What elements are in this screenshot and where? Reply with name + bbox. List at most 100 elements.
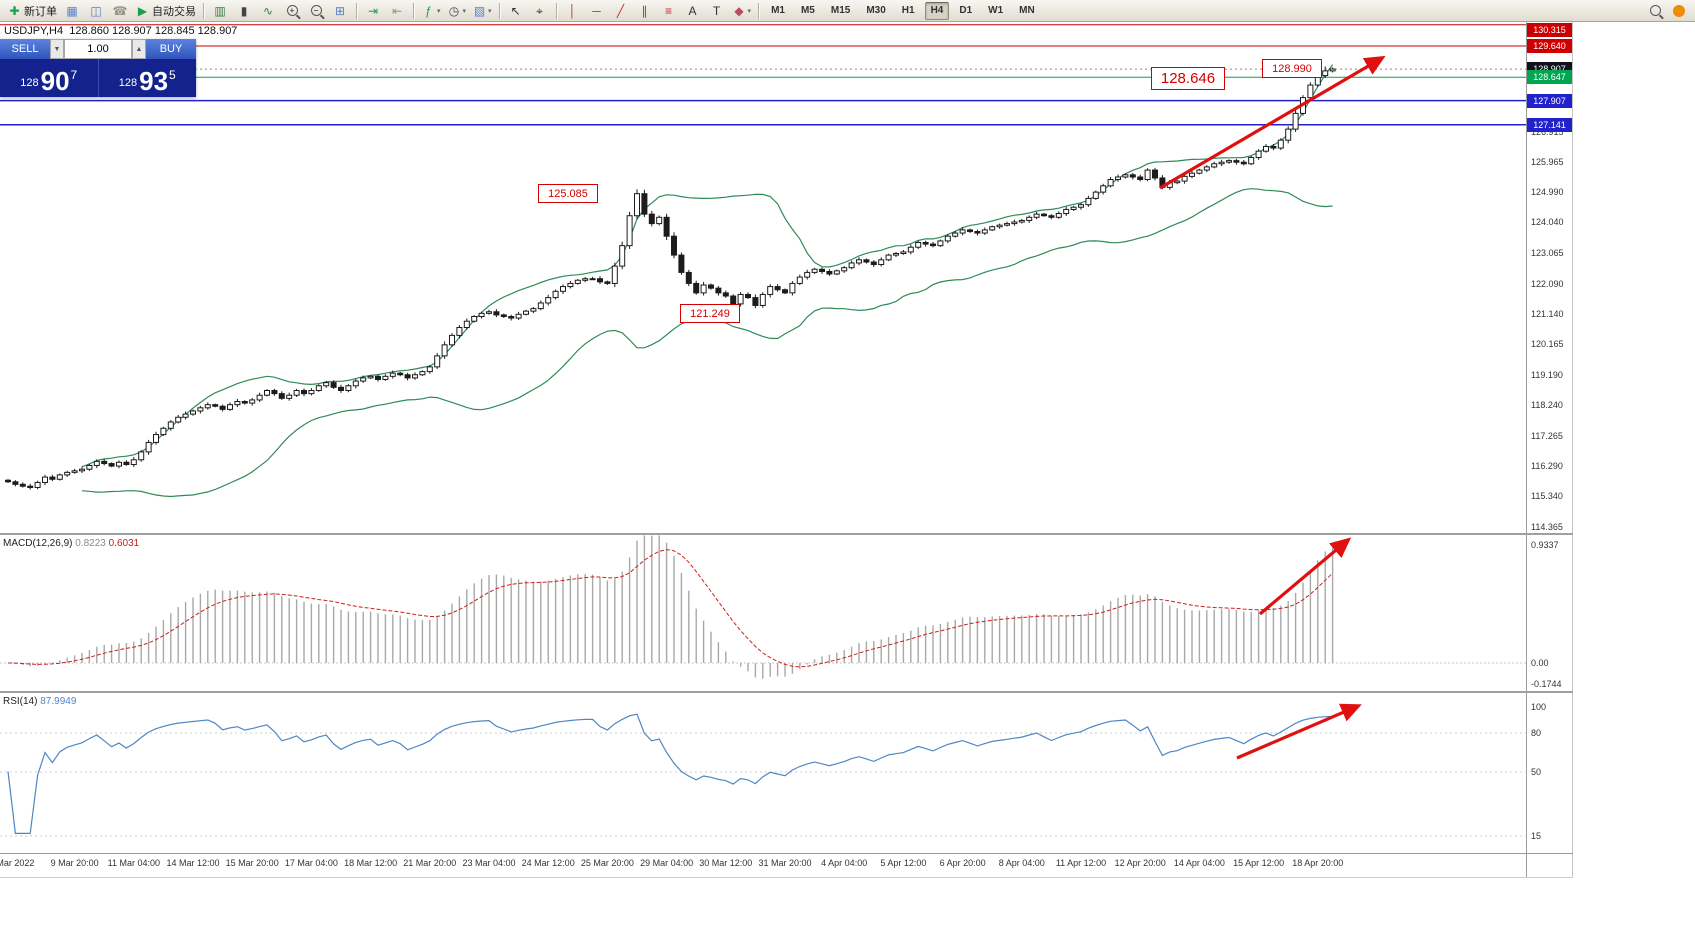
time-axis-label: 6 Apr 20:00 bbox=[939, 858, 986, 868]
volume-input[interactable] bbox=[64, 39, 132, 59]
crosshair-icon[interactable]: ⌖ bbox=[529, 2, 551, 20]
search-glyph bbox=[1649, 5, 1661, 16]
price-axis-label: 126.915 bbox=[1531, 126, 1564, 137]
sell-price-big: 90 bbox=[40, 66, 70, 96]
new-order-glyph: ✚ bbox=[9, 3, 20, 18]
text-label-glyph: T bbox=[712, 3, 721, 18]
vertical-line-icon[interactable]: │ bbox=[562, 2, 584, 20]
pane-separator[interactable] bbox=[0, 691, 1573, 693]
ohlc-bars-chart-glyph: ▥ bbox=[214, 3, 226, 18]
timeframe-button-mn[interactable]: MN bbox=[1019, 5, 1035, 16]
search-icon[interactable] bbox=[1644, 2, 1666, 20]
indicators-icon[interactable]: ƒ ▾ bbox=[419, 2, 443, 20]
line-chart-icon[interactable]: ∿ bbox=[257, 2, 279, 20]
zoom-in-icon[interactable]: + bbox=[281, 2, 303, 20]
chart-window-right-edge bbox=[1572, 22, 1573, 878]
time-axis-label: 14 Mar 12:00 bbox=[166, 858, 220, 868]
price-axis-label: 123.065 bbox=[1531, 248, 1564, 259]
time-axis-label: 4 Apr 04:00 bbox=[821, 858, 868, 868]
time-axis-label: 29 Mar 04:00 bbox=[640, 858, 694, 868]
notifications-icon[interactable]: ☎ bbox=[109, 2, 131, 20]
auto-scroll-icon[interactable]: ⇥ bbox=[362, 2, 384, 20]
indicators-glyph: ƒ bbox=[425, 3, 432, 18]
timeframe-button-d1[interactable]: D1 bbox=[959, 5, 973, 16]
price-axis-label: 124.990 bbox=[1531, 187, 1564, 198]
chart-windows-icon[interactable]: ▦ bbox=[61, 2, 83, 20]
trendline-glyph: ╱ bbox=[616, 3, 625, 18]
cursor-icon[interactable]: ↖ bbox=[505, 2, 527, 20]
time-axis-label: 8 Apr 04:00 bbox=[998, 858, 1045, 868]
macd-name: MACD(12,26,9) bbox=[3, 538, 73, 549]
pane-separator[interactable] bbox=[0, 533, 1573, 535]
rsi-axis-label: 80 bbox=[1531, 728, 1542, 738]
price-axis-label: 115.340 bbox=[1531, 491, 1563, 502]
candlestick-chart-glyph: ▮ bbox=[240, 3, 248, 18]
equidistant-channel-glyph: ∥ bbox=[641, 3, 648, 18]
buy-price-prefix: 128 bbox=[118, 77, 138, 89]
chart-title: USDJPY,H4 128.860 128.907 128.845 128.90… bbox=[4, 25, 238, 37]
time-axis-label: 23 Mar 04:00 bbox=[462, 858, 516, 868]
timeframe-button-m15[interactable]: M15 bbox=[830, 5, 851, 16]
sell-price-sup: 7 bbox=[70, 68, 78, 82]
trend-arrow bbox=[1236, 703, 1362, 760]
templates-icon[interactable]: ▧ ▾ bbox=[470, 2, 494, 20]
equidistant-channel-icon[interactable]: ∥ bbox=[634, 2, 656, 20]
toolbar-separator bbox=[413, 2, 414, 19]
time-axis-label: 25 Mar 20:00 bbox=[580, 858, 634, 868]
trendline-icon[interactable]: ╱ bbox=[610, 2, 632, 20]
text-label-icon[interactable]: T bbox=[706, 2, 728, 20]
rsi-axis-label: 15 bbox=[1531, 831, 1542, 841]
toolbar-separator bbox=[555, 2, 557, 19]
periods-icon[interactable]: ◷ ▾ bbox=[445, 2, 469, 20]
price-axis-label: 121.140 bbox=[1531, 308, 1564, 319]
timeframe-button-m30[interactable]: M30 bbox=[866, 5, 886, 16]
macd-axis-label: -0.1744 bbox=[1531, 679, 1562, 689]
time-axis-label: 15 Apr 12:00 bbox=[1233, 858, 1285, 868]
price-axis-label: 120.165 bbox=[1531, 339, 1564, 350]
time-axis-label: 5 Apr 12:00 bbox=[880, 858, 927, 868]
time-axis-label: 9 Mar 20:00 bbox=[50, 858, 99, 868]
chart-window-bottom-border bbox=[0, 877, 1573, 878]
arrows-objects-icon[interactable]: ◆ ▾ bbox=[730, 2, 754, 20]
zoom-out-icon[interactable]: − bbox=[305, 2, 327, 20]
ohlc-bars-chart-icon[interactable]: ▥ bbox=[209, 2, 231, 20]
main-toolbar: ✚ 新订单 ▦ ◫ ☎ ▶ 自动交易 ▥ ▮ ∿ + − ⊞ ⇥ ⇤ ƒ ▾ ◷ ▾ ▧ ▾ ↖ ⌖ │ ─ ╱ ∥ ≡ A T ◆ ▾ M1 M… bbox=[0, 0, 1695, 22]
notifications-glyph: ☎ bbox=[112, 3, 128, 18]
volume-decrease-button[interactable]: ▼ bbox=[50, 39, 64, 59]
toolbar-button-label: 新订单 bbox=[24, 5, 57, 18]
buy-price-big: 93 bbox=[139, 66, 169, 96]
timeframe-button-m5[interactable]: M5 bbox=[800, 5, 815, 16]
community-icon[interactable] bbox=[1668, 2, 1690, 20]
horizontal-line-icon[interactable]: ─ bbox=[586, 2, 608, 20]
buy-price[interactable]: 128 93 5 bbox=[97, 59, 197, 97]
time-axis-label: 30 Mar 12:00 bbox=[699, 858, 753, 868]
volume-increase-button[interactable]: ▲ bbox=[132, 39, 146, 59]
autotrading-button[interactable]: ▶ 自动交易 bbox=[133, 2, 198, 20]
line-chart-glyph: ∿ bbox=[262, 3, 274, 18]
one-click-trading-widget: SELL ▼ ▲ BUY 128 90 7 128 93 5 bbox=[0, 39, 196, 97]
time-axis-label: 11 Mar 04:00 bbox=[107, 858, 160, 868]
profiles-icon[interactable]: ◫ bbox=[85, 2, 107, 20]
text-icon[interactable]: A bbox=[682, 2, 704, 20]
rsi-axis-label: 50 bbox=[1531, 767, 1542, 777]
timeframe-button-m1[interactable]: M1 bbox=[771, 5, 785, 16]
buy-button[interactable]: BUY bbox=[146, 39, 196, 59]
templates-glyph: ▧ bbox=[473, 3, 486, 18]
price-annotation: 128.990 bbox=[1262, 59, 1322, 78]
macd-main-value: 0.8223 bbox=[75, 538, 106, 549]
candlestick-chart-icon[interactable]: ▮ bbox=[233, 2, 255, 20]
sell-price[interactable]: 128 90 7 bbox=[0, 59, 98, 97]
tile-windows-icon[interactable]: ⊞ bbox=[329, 2, 351, 20]
fibonacci-icon[interactable]: ≡ bbox=[658, 2, 680, 20]
timeframe-button-w1[interactable]: W1 bbox=[988, 5, 1004, 16]
zoom-in-glyph: + bbox=[286, 5, 298, 16]
timeframe-button-h4[interactable]: H4 bbox=[924, 1, 950, 20]
sell-button[interactable]: SELL bbox=[0, 39, 50, 59]
chart-shift-icon[interactable]: ⇤ bbox=[386, 2, 408, 20]
timeframe-button-h1[interactable]: H1 bbox=[901, 5, 915, 16]
rsi-label: RSI(14) 87.9949 bbox=[3, 696, 76, 707]
new-order-button[interactable]: ✚ 新订单 bbox=[5, 2, 59, 20]
community-glyph bbox=[1673, 4, 1685, 17]
